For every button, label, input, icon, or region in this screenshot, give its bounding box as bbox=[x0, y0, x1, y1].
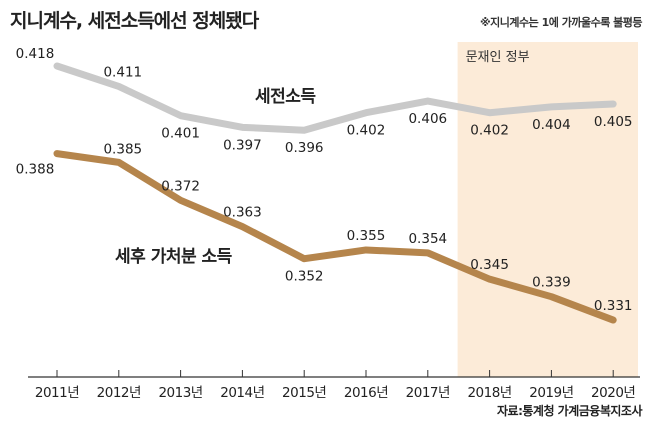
period-label: 문재인 정부 bbox=[466, 50, 530, 65]
series-line-1 bbox=[53, 62, 617, 134]
data-label: 0.402 bbox=[347, 123, 386, 139]
data-label: 0.339 bbox=[532, 275, 571, 291]
series-name-label: 세전소득 bbox=[255, 87, 316, 107]
data-label: 0.355 bbox=[347, 228, 386, 244]
x-tick-label: 2018년 bbox=[467, 385, 511, 401]
x-tick-label: 2019년 bbox=[529, 385, 573, 401]
x-tick-label: 2014년 bbox=[220, 385, 264, 401]
data-label: 0.401 bbox=[161, 126, 200, 142]
x-tick-label: 2013년 bbox=[158, 385, 202, 401]
x-tick-label: 2016년 bbox=[344, 385, 388, 401]
x-tick-label: 2020년 bbox=[591, 385, 635, 401]
data-label: 0.402 bbox=[470, 123, 509, 139]
data-label: 0.372 bbox=[161, 178, 200, 194]
data-label: 0.363 bbox=[223, 205, 262, 221]
data-label: 0.411 bbox=[103, 64, 142, 80]
chart-note: ※지니계수는 1에 가까울수록 불평등 bbox=[479, 16, 643, 29]
series-name-label: 세후 가처분 소득 bbox=[115, 246, 233, 267]
shaded-period bbox=[457, 42, 638, 377]
series-line-2 bbox=[53, 150, 617, 324]
data-label: 0.396 bbox=[285, 140, 324, 156]
data-label: 0.397 bbox=[223, 137, 262, 153]
data-label: 0.345 bbox=[470, 257, 509, 273]
data-label: 0.388 bbox=[16, 162, 55, 178]
data-label: 0.404 bbox=[532, 117, 571, 133]
x-tick-label: 2011년 bbox=[35, 385, 79, 401]
x-tick-label: 2017년 bbox=[406, 385, 450, 401]
data-label: 0.405 bbox=[594, 114, 633, 130]
x-tick-label: 2012년 bbox=[97, 385, 141, 401]
data-label: 0.352 bbox=[285, 269, 324, 285]
data-label: 0.406 bbox=[408, 111, 447, 127]
data-label: 0.385 bbox=[103, 141, 142, 157]
data-label: 0.331 bbox=[594, 298, 633, 314]
data-label: 0.354 bbox=[408, 231, 447, 247]
chart-title: 지니계수, 세전소득에선 정체됐다 bbox=[10, 10, 259, 32]
x-tick-label: 2015년 bbox=[282, 385, 326, 401]
chart-source: 자료:통계청 가계금융복지조사 bbox=[497, 404, 643, 418]
data-label: 0.418 bbox=[16, 46, 55, 62]
